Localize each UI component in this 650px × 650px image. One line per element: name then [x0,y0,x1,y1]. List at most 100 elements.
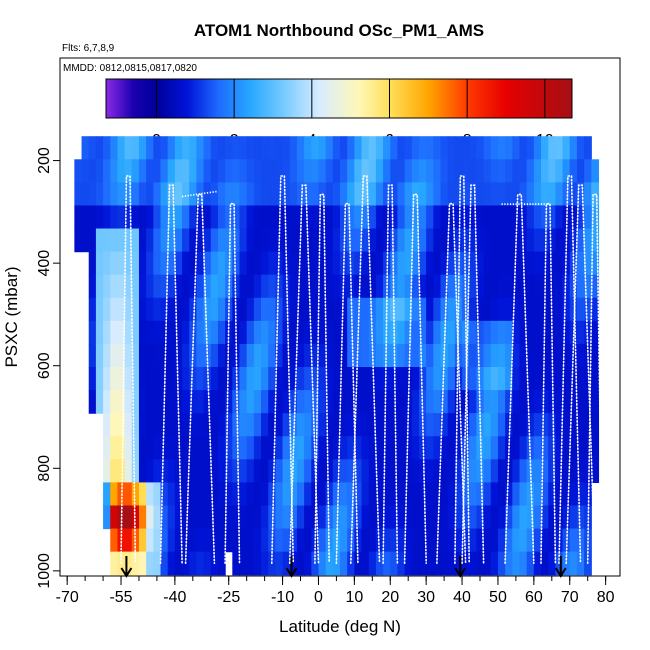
heatmap-cell [548,274,556,299]
heatmap-cell [454,320,463,345]
heatmap-cell [512,367,521,391]
heatmap-cell [505,136,513,160]
heatmap-cell [354,251,363,276]
heatmap-cell [555,159,564,183]
heatmap-cell [483,205,492,230]
heatmap-cell [232,205,241,230]
heatmap-cell [225,159,233,183]
heatmap-cell [253,136,262,160]
heatmap-cell [275,528,284,553]
heatmap-cell [160,528,169,553]
heatmap-cell [354,413,363,437]
heatmap-cell [117,274,126,299]
heatmap-cell [196,159,205,183]
heatmap-cell [497,482,506,507]
heatmap-cell [454,436,463,460]
heatmap-cell [497,390,506,414]
heatmap-cell [138,505,147,530]
heatmap-cell [217,159,226,183]
heatmap-cell [95,136,104,160]
heatmap-cell [512,136,521,160]
profile-track [382,184,399,564]
heatmap-cell [174,551,183,576]
heatmap-cell [117,367,126,391]
heatmap-cell [497,367,506,391]
heatmap-cell [325,274,334,299]
x-tick-label: 10 [345,589,363,606]
heatmap-cell [318,205,327,230]
heatmap-cell [217,274,226,299]
heatmap-cell [174,297,183,322]
heatmap-cell [246,551,255,576]
heatmap-cell [167,251,176,276]
heatmap-cell [375,343,384,368]
heatmap-cell [397,251,406,276]
heatmap-cell [210,182,219,207]
heatmap-cell [318,228,327,253]
heatmap-cell [210,482,219,507]
heatmap-cell [340,436,348,460]
heatmap-cell [383,482,391,507]
heatmap-cell [196,390,205,414]
heatmap-cell [483,182,492,207]
heatmap-cell [239,482,248,507]
heatmap-cell [584,205,592,230]
heatmap-cell [490,459,499,483]
heatmap-cell [146,482,154,507]
heatmap-cell [103,274,111,299]
heatmap-cell [261,505,269,530]
heatmap-cell [332,482,341,507]
heatmap-cell [124,436,133,460]
heatmap-cell [138,390,147,414]
heatmap-cell [318,297,327,322]
heatmap-cell [533,390,542,414]
heatmap-cell [591,251,600,276]
heatmap-cell [253,551,262,576]
heatmap-cell [490,274,499,299]
heatmap-cell [131,505,140,530]
heatmap-cell [562,320,571,345]
heatmap-cell [210,251,219,276]
heatmap-cell [217,182,226,207]
heatmap-cell [555,413,564,437]
heatmap-cell [174,228,183,253]
heatmap-cell [189,274,198,299]
heatmap-cell [311,297,320,322]
heatmap-cell [138,413,147,437]
heatmap-cell [375,136,384,160]
heatmap-cell [368,205,377,230]
heatmap-cell [95,228,104,253]
heatmap-cell [88,205,97,230]
heatmap-cell [433,159,442,183]
y-tick-label: 400 [36,250,53,277]
heatmap-cell [562,159,571,183]
heatmap-cell [318,436,327,460]
heatmap-cell [476,182,485,207]
heatmap-cell [332,251,341,276]
heatmap-cell [275,205,284,230]
heatmap-cell [555,459,564,483]
heatmap-cell [261,367,269,391]
heatmap-cell [81,205,90,230]
heatmap-cell [153,390,162,414]
heatmap-cell [562,274,571,299]
heatmap-cell [562,528,571,553]
heatmap-cell [383,390,391,414]
heatmap-cell [138,367,147,391]
heatmap-cell [340,297,348,322]
heatmap-cell [584,320,592,345]
heatmap-cell [562,505,571,530]
heatmap-cell [476,367,485,391]
heatmap-cell [512,436,521,460]
heatmap-cell [304,436,312,460]
heatmap-cell [296,459,305,483]
heatmap-cell [282,436,291,460]
heatmap-cell [304,182,312,207]
heatmap-cell [153,205,162,230]
heatmap-cell [569,528,578,553]
heatmap-cell [519,297,528,322]
heatmap-cell [375,482,384,507]
heatmap-cell [347,436,355,460]
heatmap-cell [519,413,528,437]
heatmap-cell [282,413,291,437]
